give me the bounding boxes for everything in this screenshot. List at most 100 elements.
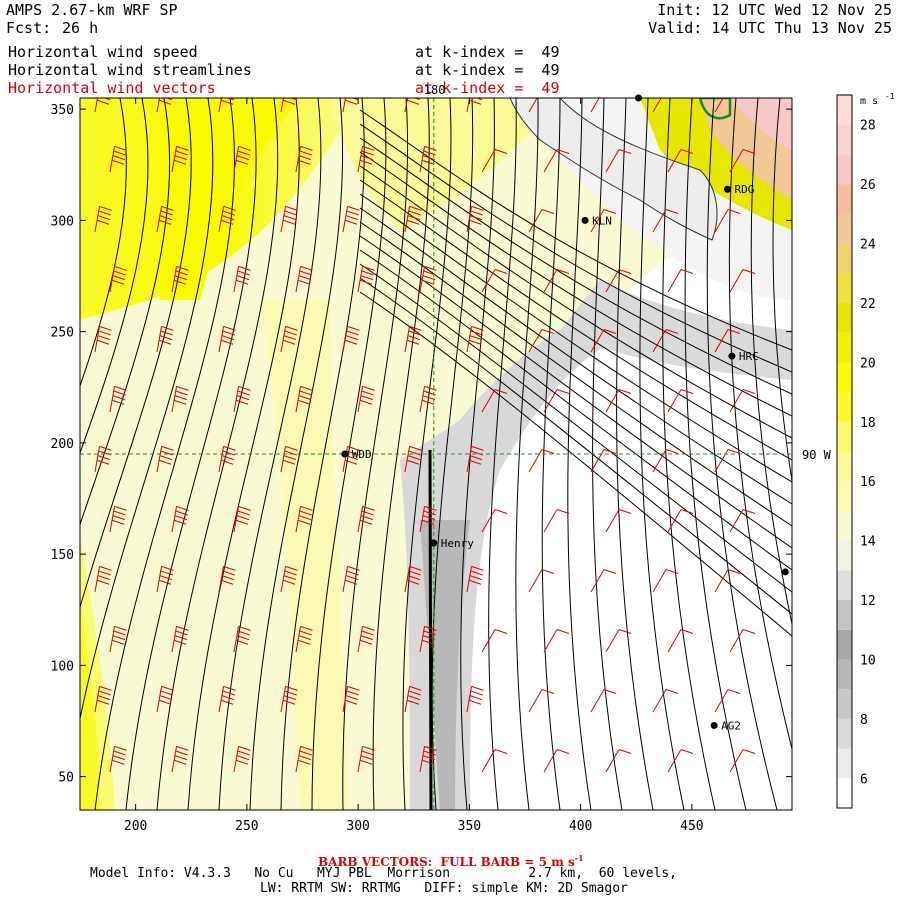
station-dot [728, 352, 736, 360]
barb-shaft [404, 446, 411, 473]
x-tick-label: 400 [569, 819, 592, 834]
wind-barb [342, 685, 360, 713]
colorbar-swatch [837, 689, 852, 719]
barb-flag [359, 279, 373, 285]
station-dot [710, 721, 718, 729]
wind-barb [652, 209, 679, 233]
barb-shaft [233, 386, 240, 413]
barb-flag [347, 205, 360, 211]
wind-barb [357, 625, 375, 653]
wind-barb [466, 205, 484, 233]
wind-barb [729, 509, 756, 533]
barb-flag [344, 219, 358, 225]
barb-flag [410, 86, 422, 90]
barb-flag [471, 325, 484, 331]
barb-flag [468, 459, 482, 465]
barb-flag [298, 515, 312, 521]
barb-flag [284, 570, 297, 576]
barb-shaft [171, 386, 178, 413]
barb-shaft [590, 209, 605, 233]
barb-flag [298, 155, 312, 161]
streamline-east [359, 221, 792, 527]
barb-flag [360, 515, 374, 521]
barb-flag [159, 215, 173, 221]
wind-barb [404, 205, 422, 233]
barb-flag [407, 215, 421, 221]
barb-flag [556, 629, 570, 634]
barb-flag [469, 455, 483, 461]
x-tick-label: 350 [458, 819, 481, 834]
wind-barb [218, 685, 236, 713]
barb-flag [236, 755, 250, 761]
field-3-level: at k-index = 49 [415, 79, 560, 97]
barb-shaft [156, 206, 163, 233]
barb-flag [299, 390, 312, 396]
barb-shaft [605, 629, 620, 653]
wind-barb [466, 445, 484, 473]
streamline-east [359, 277, 792, 615]
barb-shaft [543, 509, 558, 533]
barb-shaft [419, 386, 426, 413]
barb-shaft [419, 626, 426, 653]
barb-flag [362, 265, 375, 271]
colorbar-tick-label: 8 [860, 713, 868, 728]
barb-flag [113, 150, 126, 156]
barb-flag [297, 159, 311, 165]
barb-flag [236, 155, 250, 161]
barb-flag [285, 205, 298, 211]
y-tick-label: 200 [51, 437, 74, 452]
barb-shaft [233, 626, 240, 653]
wind-barb [171, 145, 189, 173]
barb-flag [299, 510, 312, 516]
barb-flag [468, 339, 482, 345]
barb-flag [283, 215, 297, 221]
barb-flag [541, 569, 555, 574]
wind-barb [342, 98, 359, 113]
wind-barb [419, 505, 437, 533]
colorbar-tick-label: 20 [860, 356, 876, 371]
wind-barb [590, 449, 617, 473]
barb-flag [237, 390, 250, 396]
barb-flag [96, 459, 110, 465]
barb-flag [361, 510, 374, 516]
streamline [567, 98, 592, 810]
barb-flag [112, 515, 126, 521]
barb-shaft [280, 326, 287, 353]
barb-flag [173, 639, 187, 645]
barb-flag [96, 219, 110, 225]
barb-shaft [590, 98, 600, 113]
barb-flag [346, 210, 359, 216]
colorbar-swatch [837, 600, 852, 630]
barb-flag [235, 159, 249, 165]
barb-shaft [295, 506, 302, 533]
wind-barb [156, 445, 174, 473]
barb-shaft [652, 209, 667, 233]
barb-flag [220, 579, 234, 585]
barb-flag [175, 270, 188, 276]
wind-barb [171, 265, 189, 293]
barb-flag [98, 210, 111, 216]
x-tick-label: 250 [235, 819, 258, 834]
barb-shaft [714, 449, 729, 473]
x-tick-label: 450 [680, 819, 703, 834]
field-3-name: Horizontal wind vectors [8, 79, 216, 97]
wind-barb [528, 329, 555, 353]
barb-flag [360, 395, 374, 401]
wind-barb [233, 745, 251, 773]
barb-shaft [295, 626, 302, 653]
barb-flag [236, 275, 250, 281]
barb-flag [541, 329, 555, 334]
barb-flag [471, 205, 484, 211]
wind-barb [667, 389, 694, 413]
wind-barb [481, 389, 508, 413]
barb-shaft [280, 686, 287, 713]
barb-flag [409, 91, 421, 95]
streamline [402, 98, 452, 810]
barb-flag [413, 98, 421, 101]
streamline-east [359, 109, 792, 351]
barb-flag [742, 629, 756, 634]
forecast-hour: 26 h [62, 19, 99, 37]
wind-barb [714, 449, 741, 473]
barb-flag [680, 149, 694, 154]
